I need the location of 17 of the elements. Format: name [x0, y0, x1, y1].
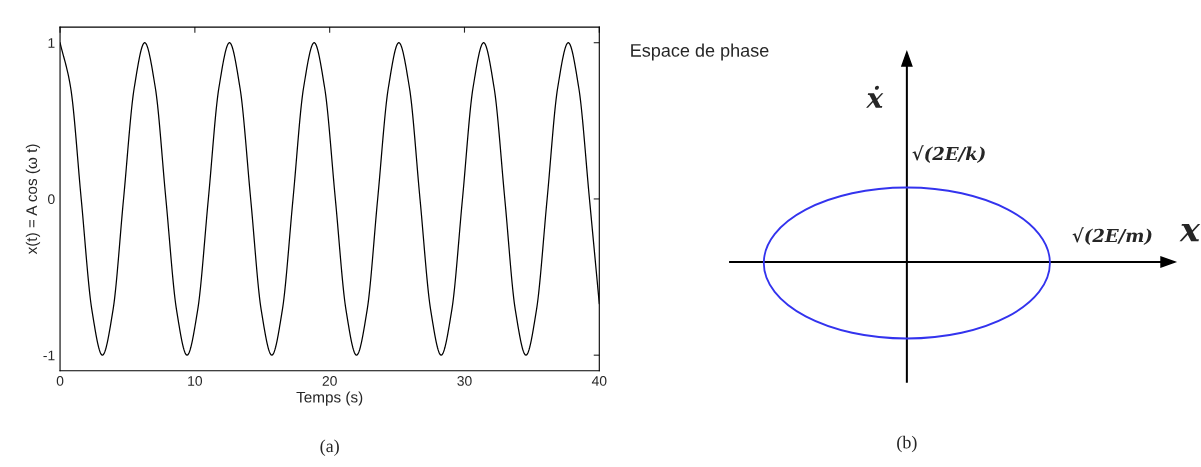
- y-axis-title: x(t) = A cos (ω t): [25, 144, 41, 255]
- text: x: [1179, 223, 1201, 242]
- text: (a): [320, 439, 339, 456]
- x-tick-label: 30: [457, 376, 472, 386]
- text: ẋ: [866, 85, 884, 108]
- x-tick-label: 10: [188, 376, 203, 386]
- x-axis-title: Temps (s): [296, 391, 363, 406]
- text: Espace de phase: [631, 43, 769, 61]
- y-tick-label: 1: [48, 38, 55, 48]
- text: (b): [897, 435, 917, 453]
- x-tick-label: 40: [591, 376, 607, 386]
- y-tick-label: -1: [43, 350, 55, 361]
- x-tick-label: 20: [322, 376, 337, 386]
- text: √(2E/m): [1072, 227, 1152, 245]
- text: √(2E/k): [912, 145, 985, 163]
- y-tick-label: 0: [48, 194, 55, 205]
- x-tick-label: 0: [56, 376, 64, 386]
